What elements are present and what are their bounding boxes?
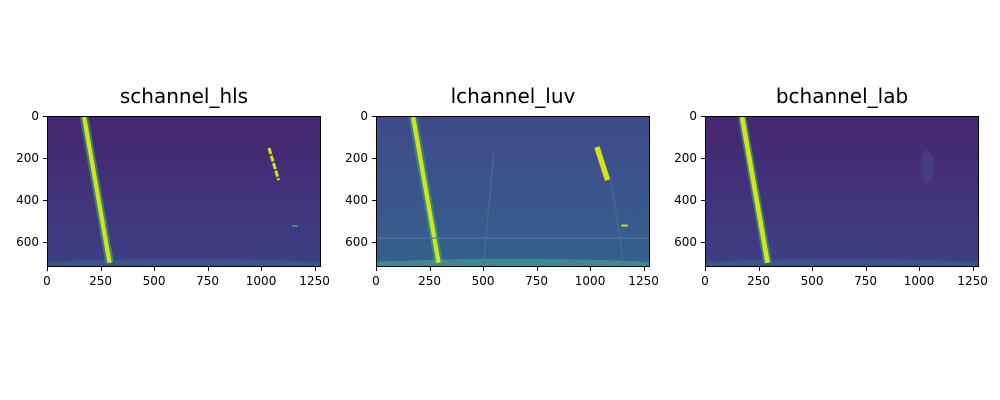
x-tick-mark (314, 267, 316, 271)
faint-streak (609, 178, 625, 263)
y-tick-label: 0 (31, 109, 39, 123)
x-tick-mark (919, 267, 921, 271)
x-tick-mark (47, 267, 48, 271)
x-tick-label: 250 (89, 274, 112, 288)
y-tick-mark (372, 241, 376, 243)
x-tick-label: 0 (43, 274, 51, 288)
x-tick-label: 1250 (299, 274, 330, 288)
y-tick-mark (701, 199, 705, 201)
channel-raster (706, 117, 978, 266)
x-tick-mark (261, 267, 263, 271)
y-tick-label: 0 (360, 109, 368, 123)
x-tick-label: 750 (196, 274, 219, 288)
x-tick-label: 1000 (245, 274, 277, 288)
x-tick-label: 250 (747, 274, 770, 288)
y-tick-label: 200 (16, 150, 39, 165)
x-tick-mark (812, 267, 814, 271)
vehicle-hood (706, 258, 978, 266)
panel-bchannel-lab: bchannel_lab 0 250 500 750 1000 1250 0 200 400 60… (674, 0, 1000, 400)
y-tick-mark (43, 241, 47, 243)
left-lane-line (82, 117, 112, 264)
channel-raster (48, 117, 320, 266)
x-tick-mark (865, 267, 867, 271)
x-tick-label: 500 (142, 274, 166, 288)
panel-lchannel-luv: lchannel_luv 0 250 500 750 1000 1250 0 200 400 60… (345, 0, 676, 400)
vehicle-hood (48, 258, 320, 266)
panel-schannel-hls: schannel_hls 0 250 500 750 1000 1250 0 200 400 60… (16, 0, 347, 400)
panel-title: lchannel_luv (450, 84, 576, 108)
vehicle-hood (377, 258, 649, 266)
y-tick-mark (43, 199, 47, 201)
left-lane-line (739, 117, 770, 264)
x-tick-label: 250 (418, 274, 441, 288)
x-tick-mark (590, 267, 592, 271)
y-tick-label: 400 (345, 192, 368, 207)
x-tick-mark (376, 267, 377, 271)
y-tick-label: 600 (345, 234, 368, 249)
y-tick-label: 600 (16, 234, 39, 249)
panel-title: schannel_hls (119, 84, 249, 108)
x-tick-label: 500 (471, 274, 495, 288)
x-tick-mark (972, 267, 974, 271)
channel-image (47, 116, 321, 267)
x-tick-label: 0 (701, 274, 709, 288)
x-tick-mark (705, 267, 706, 271)
y-tick-mark (372, 157, 376, 159)
lane-fragment (292, 225, 298, 227)
x-tick-label: 1250 (628, 274, 659, 288)
y-tick-label: 200 (345, 150, 368, 165)
right-lane-dash (267, 147, 280, 181)
y-tick-label: 400 (674, 192, 697, 207)
x-tick-label: 1000 (903, 274, 935, 288)
y-tick-label: 0 (689, 109, 697, 123)
y-tick-label: 400 (16, 192, 39, 207)
y-tick-mark (701, 116, 705, 117)
x-tick-label: 0 (372, 274, 380, 288)
faint-blob (920, 150, 934, 184)
x-tick-mark (154, 267, 156, 271)
x-tick-mark (483, 267, 485, 271)
channel-raster (377, 117, 649, 266)
channel-image (376, 116, 650, 267)
x-tick-label: 1250 (957, 274, 988, 288)
y-tick-mark (372, 116, 376, 117)
lane-fragment (621, 224, 628, 227)
x-tick-mark (758, 267, 760, 271)
y-tick-label: 200 (674, 150, 697, 165)
y-tick-mark (372, 199, 376, 201)
x-tick-mark (429, 267, 431, 271)
panel-title: bchannel_lab (775, 84, 909, 108)
y-tick-mark (701, 241, 705, 243)
y-tick-mark (43, 157, 47, 159)
x-tick-mark (536, 267, 538, 271)
x-tick-label: 750 (525, 274, 548, 288)
x-tick-label: 500 (800, 274, 824, 288)
y-tick-mark (43, 116, 47, 117)
channel-image (705, 116, 979, 267)
x-tick-mark (100, 267, 102, 271)
faint-streak (482, 152, 495, 266)
x-tick-label: 750 (854, 274, 877, 288)
right-lane-dash (594, 146, 611, 181)
y-tick-label: 600 (674, 234, 697, 249)
x-tick-mark (207, 267, 209, 271)
x-tick-mark (643, 267, 645, 271)
left-lane-line (411, 117, 441, 264)
y-tick-mark (701, 157, 705, 159)
x-tick-label: 1000 (574, 274, 606, 288)
